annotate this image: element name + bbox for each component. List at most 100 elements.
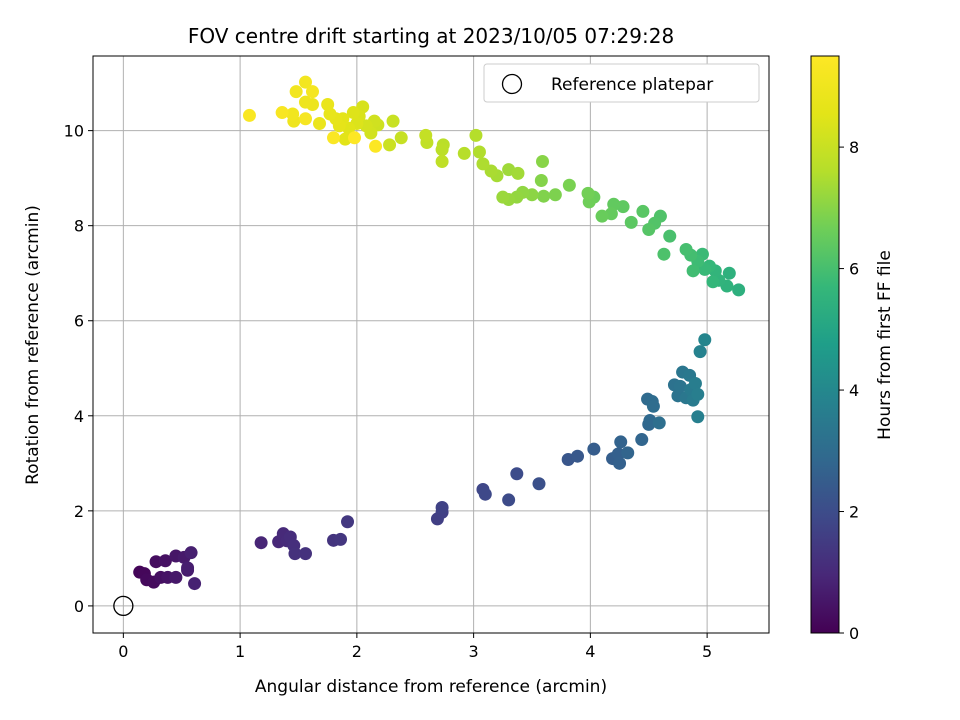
data-point [286,107,300,121]
x-tick-label: 2 [352,642,362,661]
y-tick-label: 4 [74,407,84,426]
data-point [688,376,702,390]
data-point [624,215,638,229]
colorbar-tick-label: 8 [849,138,859,157]
chart-title: FOV centre drift starting at 2023/10/05 … [188,24,674,48]
y-axis-label: Rotation from reference (arcmin) [23,205,43,485]
legend-label-reference: Reference platepar [551,75,713,95]
data-point [698,333,712,347]
data-point [386,114,400,128]
data-point [188,577,202,591]
data-point [472,145,486,159]
data-point [394,131,408,145]
colorbar-gradient [810,55,840,634]
y-tick-label: 2 [74,502,84,521]
data-point [254,536,268,550]
colorbar-tick-label: 2 [849,503,859,522]
legend-box [483,63,760,103]
data-point [242,108,256,122]
plot-frame [92,55,770,634]
data-point [693,345,707,359]
data-point [673,379,687,393]
data-point [476,157,490,171]
data-point [298,75,312,89]
x-tick-label: 5 [702,642,712,661]
data-point [587,442,601,456]
data-point [611,447,625,461]
data-point [534,174,548,188]
data-point [679,242,693,256]
axis-ticks: 0 1 2 3 4 5 0 2 4 6 8 10 [64,122,713,661]
data-point [691,387,705,401]
legend: Reference platepar [483,63,760,103]
x-tick-label: 3 [469,642,479,661]
x-tick-label: 0 [118,642,128,661]
data-point [581,186,595,200]
data-point [435,155,449,169]
colorbar-label: Hours from first FF file [875,250,895,440]
colorbar-tick-label: 0 [849,624,859,643]
data-point [313,116,327,130]
data-point [469,128,483,142]
data-point [635,433,649,447]
data-point [732,283,746,297]
data-point [562,178,576,192]
data-point [149,555,163,569]
data-point [722,266,736,280]
data-point [502,493,516,507]
data-point [298,547,312,561]
data-point [169,570,183,584]
data-point [706,275,720,289]
data-point [184,546,198,560]
plot-area: 0 1 2 3 4 5 0 2 4 6 8 10 [64,55,770,661]
data-point [334,532,348,546]
y-tick-label: 8 [74,217,84,236]
data-point [158,554,172,568]
colorbar-ticks: 0 2 4 6 8 [839,138,859,643]
data-point [478,487,492,501]
data-point [346,106,360,120]
data-point [663,229,677,243]
data-points [113,75,746,617]
data-point [535,155,549,169]
y-tick-label: 6 [74,312,84,331]
data-point [496,190,510,204]
y-tick-label: 0 [74,597,84,616]
plot-background [93,56,769,633]
x-tick-label: 1 [235,642,245,661]
data-point [435,143,449,157]
y-tick-label: 10 [64,122,84,141]
x-tick-label: 4 [585,642,595,661]
data-point [369,139,383,153]
data-point [457,146,471,160]
colorbar-tick-label: 4 [849,381,859,400]
data-point [435,501,449,515]
data-point [657,247,671,261]
colorbar: 0 2 4 6 8 Hours from first FF file [810,55,895,643]
data-point [636,204,650,218]
data-point [652,416,666,430]
data-point [642,222,656,236]
legend-marker-reference [501,73,523,95]
x-axis-label: Angular distance from reference (arcmin) [255,677,607,697]
data-point [321,97,335,111]
data-point [327,131,341,145]
data-point [383,138,397,152]
data-point [298,95,312,109]
data-point [298,112,312,126]
data-point [621,446,635,460]
colorbar-tick-label: 6 [849,260,859,279]
data-point [686,264,700,278]
reference-platepar-marker [113,595,134,617]
data-point [595,209,609,223]
data-point [341,515,355,529]
data-point [289,85,303,99]
data-point [348,131,362,145]
data-point [419,128,433,142]
data-point [537,189,551,203]
data-point [548,188,562,202]
data-point [571,449,585,463]
data-point [288,547,302,561]
data-point [510,467,524,481]
